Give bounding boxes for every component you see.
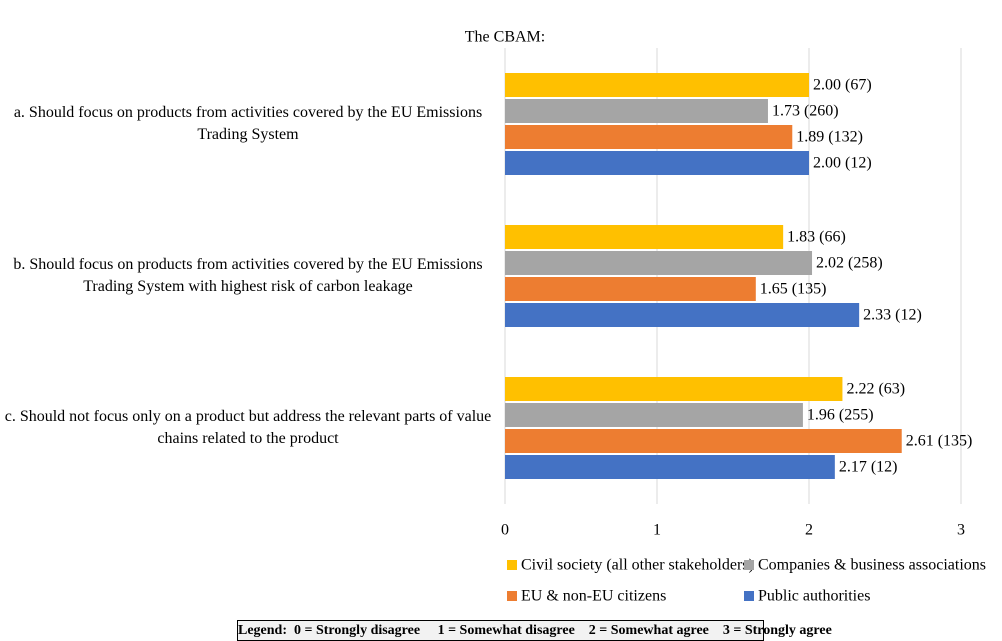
bar	[505, 251, 813, 275]
x-tick-label: 1	[653, 522, 661, 539]
legend-swatch	[744, 591, 754, 601]
bar	[505, 455, 835, 479]
category-label: a. Should focus on products from activit…	[13, 104, 483, 143]
value-label: 1.65 (135)	[760, 281, 827, 298]
bar	[505, 151, 809, 175]
value-label: 1.96 (255)	[807, 407, 874, 424]
x-tick-label: 2	[805, 522, 813, 539]
legend-label: Companies & business associations	[758, 557, 986, 574]
legend-label: Civil society (all other stakeholders)	[521, 557, 754, 574]
value-label: 2.00 (12)	[813, 155, 872, 172]
bar	[505, 277, 756, 301]
bar	[505, 303, 860, 327]
value-label: 1.83 (66)	[787, 229, 846, 246]
legend-swatch	[507, 591, 517, 601]
bar	[505, 403, 803, 427]
legend-label: Public authorities	[758, 588, 870, 605]
x-tick-label: 0	[501, 522, 509, 539]
value-label: 2.00 (67)	[813, 77, 872, 94]
scale-note: Legend: 0 = Strongly disagree 1 = Somewh…	[237, 620, 832, 641]
bar	[505, 99, 768, 123]
value-label: 2.17 (12)	[839, 459, 898, 476]
value-label: 2.02 (258)	[816, 255, 883, 272]
chart-title: The CBAM:	[465, 29, 545, 46]
value-label: 2.61 (135)	[906, 433, 973, 450]
x-tick-label: 3	[957, 522, 965, 539]
category-label: b. Should focus on products from activit…	[13, 256, 483, 295]
bar	[505, 429, 902, 453]
bar	[505, 377, 843, 401]
value-label: 1.73 (260)	[772, 103, 839, 120]
value-label: 2.22 (63)	[846, 381, 905, 398]
bar	[505, 73, 809, 97]
legend-swatch	[744, 560, 754, 570]
legend-swatch	[507, 560, 517, 570]
legend-label: EU & non-EU citizens	[521, 588, 666, 605]
value-label: 2.33 (12)	[863, 307, 922, 324]
value-label: 1.89 (132)	[796, 129, 863, 146]
category-label: c. Should not focus only on a product bu…	[4, 408, 492, 447]
bar	[505, 125, 793, 149]
bar	[505, 225, 784, 249]
